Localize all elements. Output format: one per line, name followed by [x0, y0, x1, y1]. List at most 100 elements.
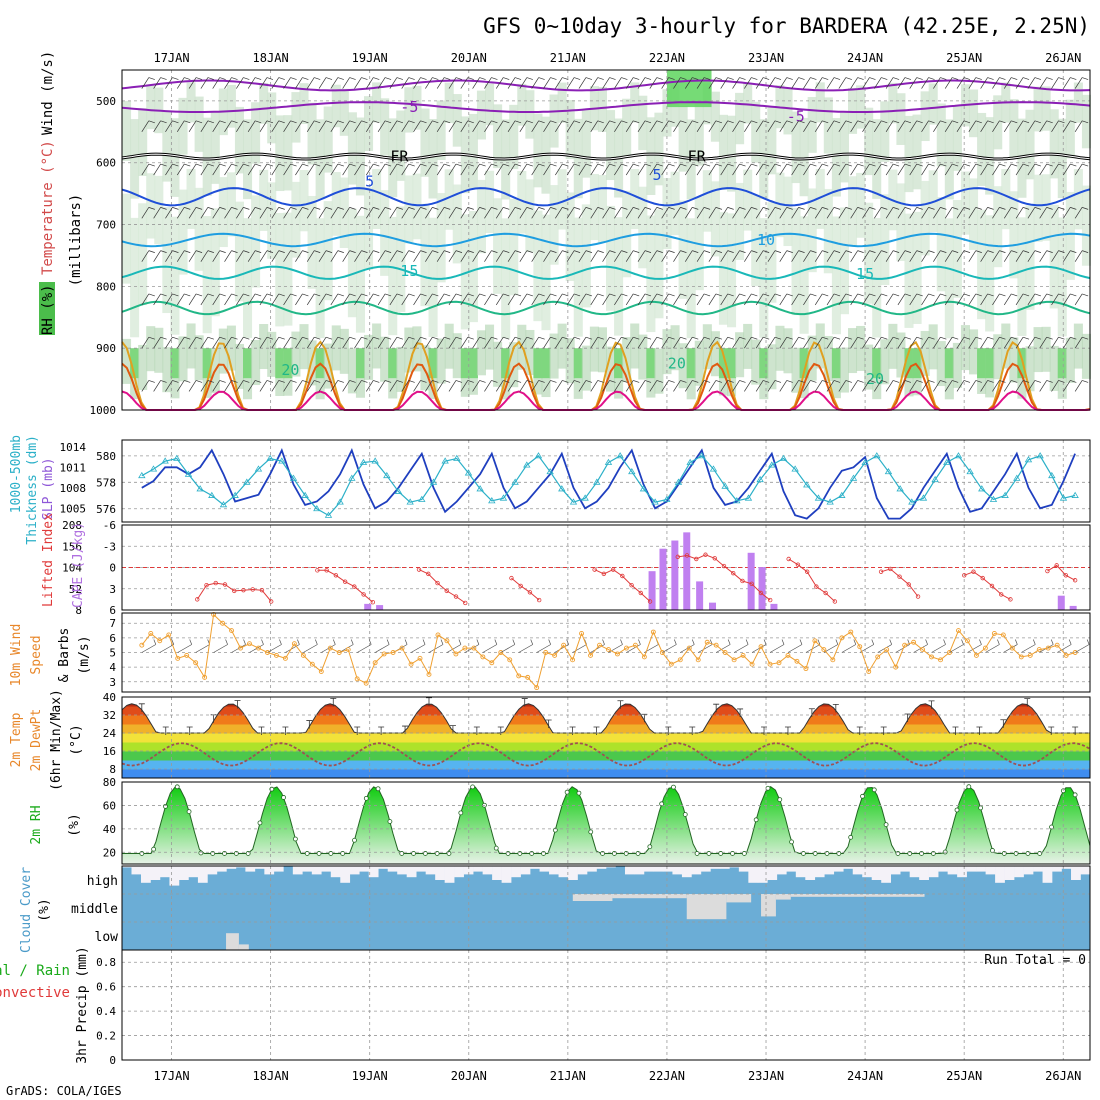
- rh-shading: [138, 108, 148, 176]
- wind-speed-point: [417, 655, 423, 661]
- isotherm-label: -5: [400, 98, 418, 116]
- wind-barb: [791, 336, 805, 349]
- rh-point: [671, 784, 676, 790]
- wind-barb: [413, 207, 427, 219]
- wind-barb: [212, 336, 226, 349]
- rh-shading: [718, 114, 728, 190]
- wind-barb: [944, 293, 959, 306]
- wind-barb: [357, 639, 372, 653]
- wind-barb: [448, 163, 463, 176]
- wind-barb: [1063, 336, 1077, 349]
- credit-text: GrADS: COLA/IGES: [6, 1084, 122, 1098]
- temperature-minmax-marker: [138, 703, 145, 712]
- run-total-label: Run Total = 0: [984, 953, 1086, 968]
- wind-speed-point: [893, 664, 899, 670]
- rh-shading: [234, 201, 244, 302]
- wind-barb: [590, 163, 604, 176]
- wind-barb: [389, 250, 404, 262]
- cloud-high-gap: [710, 866, 721, 869]
- wind-speed-point: [884, 647, 890, 653]
- rh-shading: [420, 108, 430, 177]
- wind-barb: [247, 250, 262, 262]
- wind-barb: [507, 336, 522, 349]
- rh-shading: [678, 343, 688, 389]
- wind-barb: [614, 207, 628, 219]
- wind-barb: [661, 120, 675, 133]
- lifted-index-point: [804, 569, 810, 574]
- cloud-high-gap: [1042, 866, 1053, 883]
- wind-barb: [1015, 207, 1030, 219]
- wind-speed-point: [489, 660, 495, 666]
- wind-barb: [401, 380, 415, 392]
- wind-barb: [850, 120, 864, 133]
- wind-barb: [933, 77, 947, 89]
- wind-barb: [318, 250, 333, 262]
- rh-shading: [364, 334, 374, 380]
- wind-barb: [306, 77, 321, 89]
- rh-point: [340, 851, 346, 856]
- wind-barb: [897, 250, 912, 262]
- wind-barb: [755, 380, 770, 392]
- y-tick-label: 24: [103, 727, 117, 740]
- rh-shading: [275, 212, 285, 327]
- thickness-point: [1036, 452, 1044, 459]
- wind-barb: [342, 207, 356, 219]
- wind-barb: [531, 207, 545, 219]
- wind-barb: [956, 293, 971, 306]
- rh-shading: [791, 207, 801, 316]
- rh-shading: [686, 348, 696, 379]
- wind-speed-point: [1009, 645, 1015, 651]
- wind-speed-point: [175, 655, 181, 661]
- wind-speed-point: [929, 654, 935, 660]
- rh-shading: [799, 216, 809, 334]
- wind-barb: [330, 380, 344, 392]
- wind-barb: [885, 293, 900, 306]
- wind-barb: [1003, 250, 1018, 262]
- cloud-high-gap: [245, 866, 256, 872]
- wind-barb: [637, 293, 652, 306]
- lifted-index-point: [712, 556, 717, 561]
- wind-speed-point: [606, 647, 611, 653]
- temperature-axis-label: (°C): [69, 724, 84, 755]
- wind-barb: [732, 163, 746, 176]
- wind10m-axis-label: 10m Wind: [9, 624, 24, 687]
- isotherm-label: -5: [787, 107, 805, 125]
- wind-barb: [602, 250, 616, 262]
- rh-point: [493, 845, 499, 851]
- isotherm-15: [121, 265, 1091, 280]
- wind-barb: [566, 120, 581, 133]
- wind-barb: [992, 336, 1006, 349]
- temperature-minmax-marker: [665, 726, 672, 735]
- rh-point: [718, 851, 724, 856]
- y-tick-label: 900: [96, 342, 116, 355]
- wind-barb: [365, 336, 380, 349]
- temperature-band: [122, 706, 1090, 716]
- wind-speed-point: [507, 657, 513, 663]
- rh-shading: [428, 217, 438, 337]
- wind-barb: [141, 77, 155, 89]
- rh-shading: [355, 348, 365, 379]
- rh-shading: [275, 115, 285, 192]
- rh-shading: [396, 346, 406, 392]
- rh-point: [387, 819, 393, 824]
- thickness-point: [301, 491, 309, 498]
- rh-point: [470, 784, 476, 790]
- rh-point: [871, 787, 877, 793]
- wind-barb: [1063, 250, 1077, 262]
- wind-barb: [1074, 250, 1089, 262]
- wind-barb: [159, 639, 175, 653]
- wind-barb: [495, 163, 510, 176]
- thickness-point: [173, 454, 181, 461]
- rh-point: [848, 834, 854, 840]
- rh-shading: [936, 197, 946, 292]
- wind-barb: [401, 336, 415, 349]
- wind-barb: [803, 336, 817, 349]
- rh-shading: [1017, 348, 1027, 379]
- rh-shading: [1081, 333, 1091, 379]
- wind-barb: [931, 639, 946, 653]
- wind-barb: [1039, 163, 1053, 176]
- wind-barb: [850, 250, 864, 262]
- temperature-minmax-marker: [641, 713, 648, 723]
- cloud-high-gap: [454, 866, 464, 878]
- wind-barb: [744, 380, 758, 392]
